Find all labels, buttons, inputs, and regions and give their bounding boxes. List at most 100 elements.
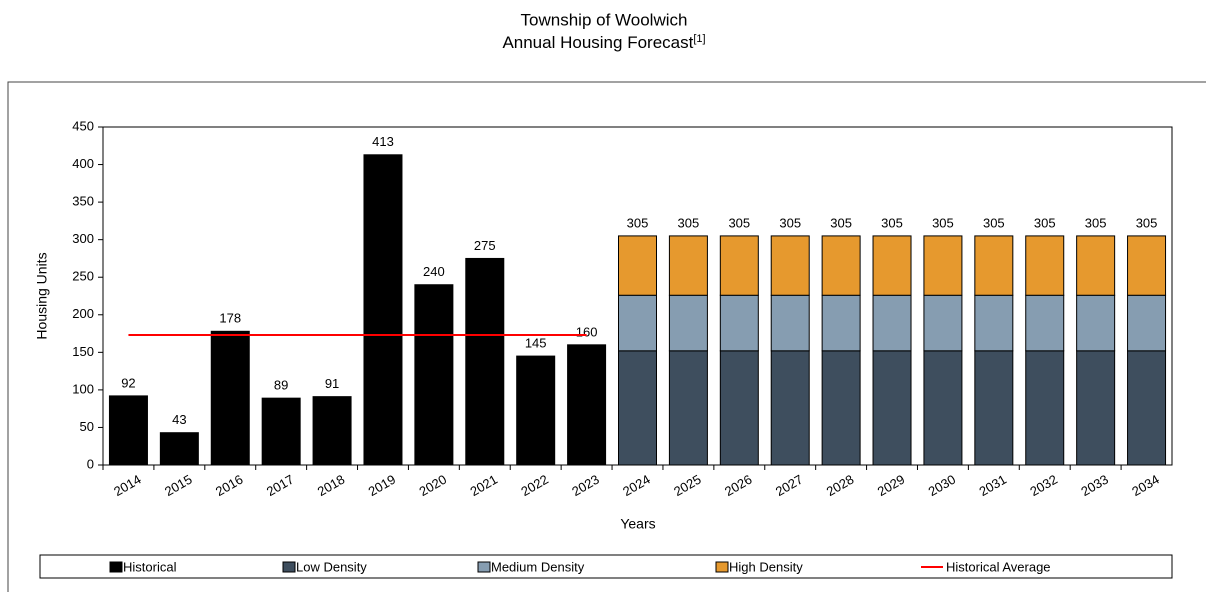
- legend-swatch: [109, 561, 123, 573]
- bar-segment: [618, 294, 657, 352]
- total-label: 305: [932, 215, 954, 230]
- bar-segment: [1076, 235, 1116, 296]
- bar-segment: [1025, 294, 1065, 352]
- bar-segment: [923, 235, 963, 296]
- data-label: 91: [325, 376, 339, 391]
- total-label: 305: [830, 215, 852, 230]
- y-axis-title: Housing Units: [34, 252, 50, 339]
- legend-swatch: [282, 561, 296, 573]
- x-tick-label: 2018: [315, 472, 348, 499]
- bar-segment: [872, 294, 912, 352]
- x-axis-title: Years: [620, 516, 655, 532]
- bar-segment: [872, 350, 912, 466]
- x-tick-label: 2032: [1027, 472, 1060, 499]
- x-tick-label: 2019: [366, 472, 399, 499]
- data-label: 413: [372, 134, 394, 149]
- bar-segment: [1127, 294, 1167, 352]
- data-label: 240: [423, 264, 445, 279]
- bar-segment: [974, 294, 1014, 352]
- legend-label: Medium Density: [491, 559, 585, 574]
- bar-segment: [210, 330, 250, 466]
- total-label: 305: [1136, 215, 1158, 230]
- bar-segment: [821, 350, 861, 466]
- legend-box: [39, 554, 1173, 579]
- x-tick-label: 2014: [111, 472, 144, 499]
- bar-segment: [465, 257, 505, 466]
- y-tick-label: 50: [80, 419, 94, 434]
- total-label: 305: [728, 215, 750, 230]
- bar-segment: [770, 350, 810, 466]
- x-tick-label: 2033: [1078, 472, 1111, 499]
- subtitle-text: Annual Housing Forecast: [502, 33, 693, 52]
- bar-segment: [719, 294, 759, 352]
- bar-segment: [1025, 350, 1065, 466]
- data-label: 43: [172, 412, 186, 427]
- legend-label: Historical: [123, 559, 177, 574]
- total-label: 305: [983, 215, 1005, 230]
- bar-segment: [618, 350, 657, 466]
- bar-segment: [1076, 294, 1116, 352]
- bar-segment: [567, 344, 607, 466]
- bar-segment: [618, 235, 657, 296]
- chart-subtitle: Annual Housing Forecast[1]: [502, 33, 705, 53]
- y-tick-label: 0: [87, 456, 94, 471]
- bar-segment: [821, 235, 861, 296]
- bar-segment: [923, 294, 963, 352]
- legend-swatch: [477, 561, 491, 573]
- bar-segment: [974, 235, 1014, 296]
- x-tick-label: 2026: [722, 472, 755, 499]
- y-tick-label: 250: [72, 269, 94, 284]
- bar-segment: [1025, 235, 1065, 296]
- chart-title: Township of Woolwich: [521, 10, 688, 29]
- bar-segment: [414, 284, 454, 466]
- y-tick-label: 350: [72, 194, 94, 209]
- title-note: [1]: [693, 33, 705, 45]
- bar-segment: [668, 235, 708, 296]
- legend-label: Historical Average: [946, 559, 1051, 574]
- bar-segment: [516, 355, 556, 466]
- bar-segment: [668, 294, 708, 352]
- data-label: 275: [474, 238, 496, 253]
- y-tick-label: 100: [72, 381, 94, 396]
- total-label: 305: [881, 215, 903, 230]
- bar-segment: [1127, 235, 1167, 296]
- bar-segment: [261, 397, 301, 466]
- bar-segment: [312, 396, 352, 466]
- x-tick-label: 2015: [162, 472, 195, 499]
- y-tick-label: 200: [72, 306, 94, 321]
- total-label: 305: [1034, 215, 1056, 230]
- data-label: 160: [576, 324, 598, 339]
- total-label: 305: [678, 215, 700, 230]
- bar-segment: [1127, 350, 1167, 466]
- bar-segment: [770, 294, 810, 352]
- x-tick-label: 2028: [824, 472, 857, 499]
- x-tick-label: 2021: [467, 472, 500, 499]
- bar-segment: [770, 235, 810, 296]
- data-label: 89: [274, 378, 288, 393]
- bar-segment: [1076, 350, 1116, 466]
- bar-segment: [108, 395, 148, 466]
- x-tick-label: 2023: [569, 472, 602, 499]
- bar-segment: [668, 350, 708, 466]
- x-tick-label: 2022: [518, 472, 551, 499]
- bar-segment: [923, 350, 963, 466]
- bar-segment: [974, 350, 1014, 466]
- x-tick-label: 2027: [773, 472, 806, 499]
- bar-segment: [719, 350, 759, 466]
- data-label: 178: [219, 311, 241, 326]
- x-tick-label: 2030: [926, 472, 959, 499]
- legend-label: High Density: [729, 559, 803, 574]
- x-tick-label: 2025: [671, 472, 704, 499]
- x-tick-label: 2024: [620, 472, 653, 499]
- total-label: 305: [627, 215, 649, 230]
- data-label: 92: [121, 375, 135, 390]
- total-label: 305: [1085, 215, 1107, 230]
- chart-frame: [7, 81, 1206, 597]
- legend-label: Low Density: [296, 559, 367, 574]
- bar-segment: [719, 235, 759, 296]
- x-tick-label: 2016: [213, 472, 246, 499]
- bar-segment: [363, 154, 403, 466]
- x-tick-label: 2017: [264, 472, 297, 499]
